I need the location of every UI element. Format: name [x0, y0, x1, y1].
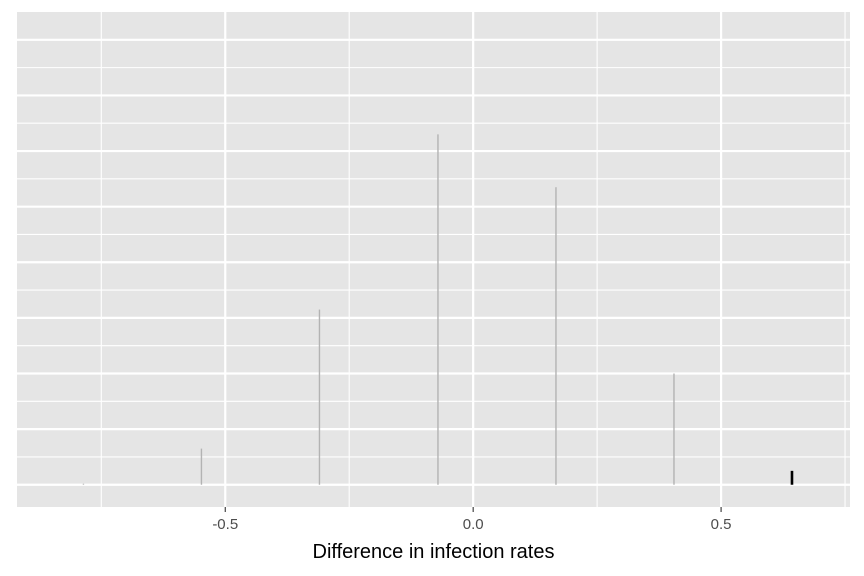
x-tick-label: -0.5: [212, 516, 238, 533]
bar: [555, 187, 557, 485]
x-axis-ticks: [224, 507, 722, 512]
bar: [200, 448, 203, 485]
bar: [318, 309, 321, 485]
x-axis-title: Difference in infection rates: [313, 541, 555, 563]
bars: [82, 134, 794, 485]
bar: [790, 470, 794, 485]
x-axis-tick-labels: -0.5 0.0 0.5: [212, 516, 731, 533]
grid-major: [17, 12, 850, 507]
plot-panel: [17, 12, 850, 507]
bar: [437, 134, 439, 485]
bar: [673, 373, 675, 485]
x-tick-label: 0.5: [711, 516, 732, 533]
x-tick-label: 0.0: [463, 516, 484, 533]
bar: [82, 483, 85, 485]
